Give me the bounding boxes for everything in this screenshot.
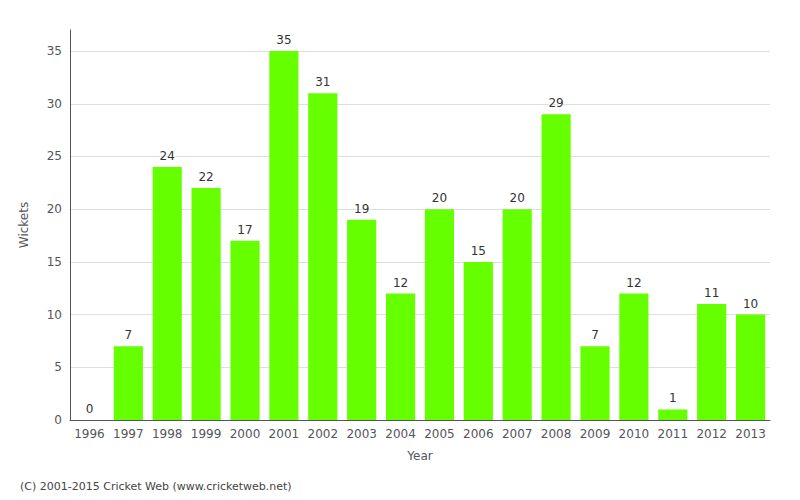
svg-text:1997: 1997 [113,427,144,441]
svg-text:(C) 2001-2015 Cricket Web (www: (C) 2001-2015 Cricket Web (www.cricketwe… [20,480,292,493]
svg-text:5: 5 [54,360,62,374]
svg-text:19: 19 [354,202,369,216]
svg-text:2000: 2000 [230,427,261,441]
svg-text:2013: 2013 [735,427,766,441]
svg-text:1998: 1998 [152,427,183,441]
svg-text:1: 1 [669,391,677,405]
svg-text:2007: 2007 [502,427,533,441]
svg-text:0: 0 [54,413,62,427]
svg-text:15: 15 [47,255,62,269]
svg-text:30: 30 [47,97,62,111]
svg-text:0: 0 [86,402,94,416]
svg-text:Year: Year [406,449,432,463]
svg-text:10: 10 [743,297,758,311]
svg-text:7: 7 [125,328,133,342]
svg-text:2008: 2008 [541,427,572,441]
svg-text:25: 25 [47,149,62,163]
svg-text:11: 11 [704,286,719,300]
svg-text:10: 10 [47,308,62,322]
svg-text:31: 31 [315,75,330,89]
svg-text:2001: 2001 [269,427,300,441]
svg-text:20: 20 [47,202,62,216]
svg-text:2010: 2010 [619,427,650,441]
svg-text:2003: 2003 [346,427,377,441]
svg-text:2005: 2005 [424,427,455,441]
svg-text:35: 35 [276,33,291,47]
svg-text:2002: 2002 [308,427,339,441]
svg-text:29: 29 [548,96,563,110]
svg-text:2012: 2012 [696,427,727,441]
svg-text:35: 35 [47,44,62,58]
svg-text:1996: 1996 [74,427,105,441]
svg-text:1999: 1999 [191,427,222,441]
svg-text:2011: 2011 [658,427,689,441]
svg-text:2009: 2009 [580,427,611,441]
svg-text:24: 24 [160,149,175,163]
svg-text:2004: 2004 [385,427,416,441]
svg-text:15: 15 [471,244,486,258]
svg-text:2006: 2006 [463,427,494,441]
svg-text:20: 20 [432,191,447,205]
svg-text:7: 7 [591,328,599,342]
svg-text:22: 22 [198,170,213,184]
svg-text:20: 20 [510,191,525,205]
svg-text:Wickets: Wickets [17,202,31,248]
svg-text:17: 17 [237,223,252,237]
svg-text:12: 12 [626,276,641,290]
svg-text:12: 12 [393,276,408,290]
